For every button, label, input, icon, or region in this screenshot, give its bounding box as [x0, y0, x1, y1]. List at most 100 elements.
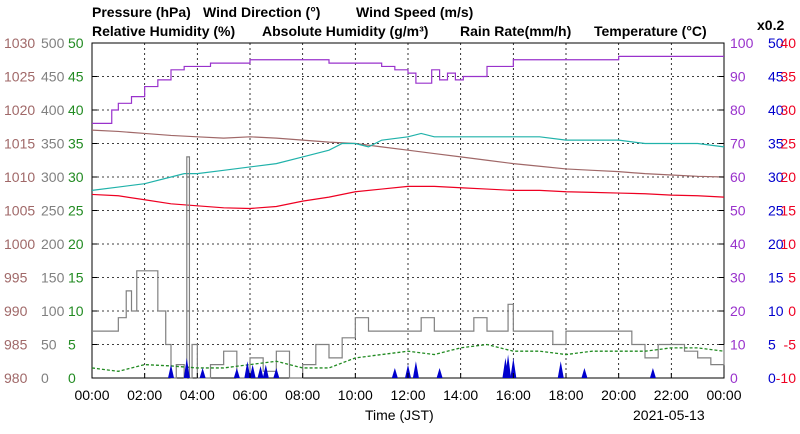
- y-tick-temp: 25: [780, 136, 796, 152]
- y-tick-wind-speed: 10: [68, 303, 84, 319]
- x-tick-label: 22:00: [654, 387, 689, 403]
- y-tick-wind-speed: 35: [68, 136, 84, 152]
- y-tick-wind-dir: 300: [41, 169, 65, 185]
- y-tick-pressure: 995: [4, 270, 28, 286]
- y-tick-pressure: 1025: [4, 69, 35, 85]
- legend-relative-humidity: Relative Humidity (%): [92, 23, 235, 39]
- y-tick-wind-speed: 0: [68, 370, 76, 386]
- y-tick-wind-dir: 50: [41, 337, 57, 353]
- y-tick-rel-hum: 0: [730, 370, 738, 386]
- rain-mark: [249, 364, 256, 378]
- x-tick-label: 10:00: [338, 387, 373, 403]
- rain-mark: [405, 364, 411, 378]
- y-tick-rain: 20: [768, 236, 784, 252]
- y-tick-pressure: 1000: [4, 236, 35, 252]
- rain-mark: [183, 357, 190, 378]
- x-tick-label: 12:00: [390, 387, 425, 403]
- y-tick-rain: 10: [768, 303, 784, 319]
- y-tick-temp: 20: [780, 169, 796, 185]
- series-wind-speed: [91, 343, 725, 372]
- y-tick-rain: 50: [768, 35, 784, 51]
- rain-mark: [273, 367, 280, 378]
- y-tick-pressure: 1020: [4, 102, 35, 118]
- rain-mark: [168, 364, 174, 378]
- y-tick-pressure: 990: [4, 303, 28, 319]
- series-temp: [91, 185, 725, 210]
- date-label: 2021-05-13: [633, 407, 705, 423]
- y-tick-wind-speed: 20: [68, 236, 84, 252]
- y-tick-rel-hum: 80: [730, 102, 746, 118]
- x-tick-label: 04:00: [180, 387, 215, 403]
- y-tick-rel-hum: 50: [730, 203, 746, 219]
- y-tick-wind-speed: 25: [68, 203, 84, 219]
- legend-wind-speed: Wind Speed (m/s): [356, 4, 473, 20]
- x-tick-label: 06:00: [232, 387, 267, 403]
- abs-humidity-scale-note: x0.2: [757, 17, 784, 33]
- rain-mark: [510, 357, 517, 378]
- y-axes: 1030102510201015101010051000995990985980…: [4, 35, 796, 386]
- y-tick-pressure: 1030: [4, 35, 35, 51]
- y-tick-temp: 40: [780, 35, 796, 51]
- rain-mark: [233, 367, 240, 378]
- y-tick-temp: 15: [780, 203, 796, 219]
- y-tick-pressure: 1005: [4, 203, 35, 219]
- x-tick-label: 16:00: [496, 387, 531, 403]
- rain-mark: [262, 364, 269, 378]
- y-tick-temp: -5: [784, 337, 797, 353]
- y-tick-temp: 30: [780, 102, 796, 118]
- x-tick-label: 00:00: [706, 387, 741, 403]
- legend-temperature: Temperature (°C): [594, 23, 707, 39]
- x-tick-label: 14:00: [443, 387, 478, 403]
- y-tick-wind-dir: 250: [41, 203, 65, 219]
- x-tick-label: 08:00: [285, 387, 320, 403]
- rain-mark: [581, 367, 588, 378]
- legend-wind-direction: Wind Direction (°): [203, 4, 320, 20]
- y-tick-pressure: 1015: [4, 136, 35, 152]
- x-tick-label: 20:00: [601, 387, 636, 403]
- series-rel-hum: [92, 55, 724, 124]
- y-tick-rel-hum: 90: [730, 69, 746, 85]
- y-tick-rel-hum: 70: [730, 136, 746, 152]
- y-tick-rel-hum: 10: [730, 337, 746, 353]
- rain-mark: [244, 361, 251, 378]
- y-tick-rain: 40: [768, 102, 784, 118]
- rain-mark: [412, 361, 419, 378]
- y-tick-rain: 25: [768, 203, 784, 219]
- rain-mark: [505, 354, 512, 378]
- y-tick-wind-speed: 15: [68, 270, 84, 286]
- y-tick-temp: -10: [776, 370, 796, 386]
- grid: [92, 43, 724, 378]
- y-tick-rel-hum: 60: [730, 169, 746, 185]
- y-tick-pressure: 1010: [4, 169, 35, 185]
- y-tick-rain: 35: [768, 136, 784, 152]
- x-axis: 00:00 02:00 04:00 06:00 08:00 10:00 12:00 14:00…: [74, 373, 742, 403]
- y-tick-wind-speed: 45: [68, 69, 84, 85]
- y-tick-temp: 35: [780, 69, 796, 85]
- rain-mark: [649, 367, 656, 378]
- y-tick-rel-hum: 30: [730, 270, 746, 286]
- rain-mark: [257, 365, 264, 378]
- y-tick-rain: 45: [768, 69, 784, 85]
- y-tick-wind-speed: 5: [68, 337, 76, 353]
- x-tick-label: 00:00: [74, 387, 109, 403]
- x-axis-label: Time (JST): [365, 407, 434, 423]
- series-pressure: [91, 129, 725, 178]
- rain-mark: [199, 367, 206, 378]
- y-tick-wind-dir: 500: [41, 35, 65, 51]
- rain-mark: [557, 361, 564, 378]
- y-tick-rel-hum: 20: [730, 303, 746, 319]
- y-tick-rain: 0: [768, 370, 776, 386]
- y-tick-pressure: 985: [4, 337, 28, 353]
- x-tick-label: 02:00: [127, 387, 162, 403]
- y-tick-wind-dir: 0: [41, 370, 49, 386]
- legend-pressure: Pressure (hPa): [92, 4, 191, 20]
- x-tick-label: 18:00: [548, 387, 583, 403]
- y-tick-wind-dir: 200: [41, 236, 65, 252]
- y-tick-wind-dir: 100: [41, 303, 65, 319]
- y-tick-wind-speed: 50: [68, 35, 84, 51]
- y-tick-rel-hum: 40: [730, 236, 746, 252]
- y-tick-temp: 0: [788, 303, 796, 319]
- y-tick-wind-speed: 40: [68, 102, 84, 118]
